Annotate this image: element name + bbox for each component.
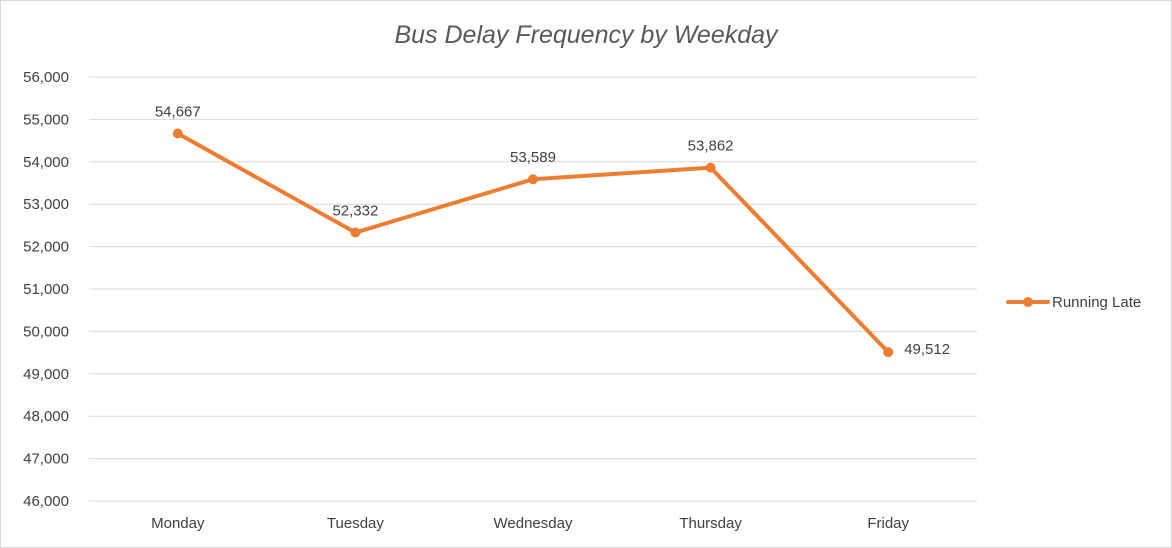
data-point[interactable] xyxy=(350,227,361,238)
y-tick-label: 54,000 xyxy=(23,154,69,171)
y-tick-label: 49,000 xyxy=(23,366,69,383)
data-point[interactable] xyxy=(883,347,894,358)
x-tick-label: Thursday xyxy=(679,515,742,532)
x-tick-label: Friday xyxy=(867,515,909,532)
data-point[interactable] xyxy=(172,128,183,139)
data-label: 49,512 xyxy=(904,341,950,358)
x-tick-label: Tuesday xyxy=(327,515,384,532)
chart-title: Bus Delay Frequency by Weekday xyxy=(394,21,779,49)
y-tick-label: 56,000 xyxy=(23,69,69,86)
data-point[interactable] xyxy=(528,174,538,185)
y-tick-label: 51,000 xyxy=(23,281,69,298)
y-tick-label: 50,000 xyxy=(23,323,69,340)
data-point[interactable] xyxy=(705,162,716,173)
data-label: 53,589 xyxy=(510,149,556,166)
y-tick-label: 47,000 xyxy=(23,451,69,468)
x-tick-label: Wednesday xyxy=(494,515,573,532)
y-tick-label: 48,000 xyxy=(23,408,69,425)
legend-label: Running Late xyxy=(1052,294,1141,311)
y-tick-label: 46,000 xyxy=(23,493,69,510)
x-tick-label: Monday xyxy=(151,515,205,532)
y-tick-label: 52,000 xyxy=(23,239,69,256)
legend[interactable]: Running Late xyxy=(1006,294,1141,311)
series-layer: 54,667 52,332 53,589 53,862 49,512 xyxy=(155,104,950,359)
y-axis: 46,000 47,000 48,000 49,000 50,000 51,000 52,0… xyxy=(23,69,69,510)
x-axis: Monday Tuesday Wednesday Thursday Friday xyxy=(151,515,909,532)
data-label: 54,667 xyxy=(155,104,201,121)
data-label: 52,332 xyxy=(332,203,378,220)
y-tick-label: 53,000 xyxy=(23,196,69,213)
gridlines xyxy=(89,76,977,502)
y-tick-label: 55,000 xyxy=(23,111,69,128)
legend-marker xyxy=(1023,297,1033,307)
data-label: 53,862 xyxy=(688,138,734,155)
series-line xyxy=(175,131,891,355)
